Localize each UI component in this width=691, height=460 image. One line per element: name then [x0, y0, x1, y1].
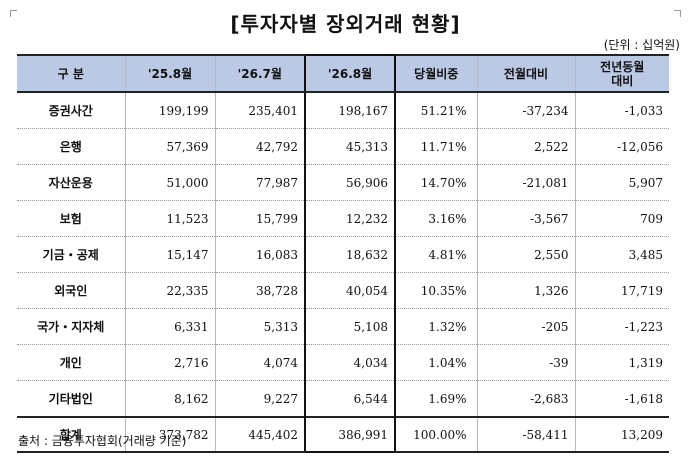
- cell-mom: -3,567: [476, 200, 576, 237]
- cell-share: 14.70%: [394, 164, 478, 201]
- cell-current-month: 198,167: [304, 92, 396, 129]
- cell-prev-month: 15,799: [214, 200, 306, 237]
- table-row: 개인 2,716 4,074 4,034 1.04% -39 1,319: [17, 344, 669, 381]
- cell-prev-month: 77,987: [214, 164, 306, 201]
- cell-yoy: 3,485: [574, 236, 669, 273]
- cell-prev-month: 38,728: [214, 272, 306, 309]
- cell-current-month: 45,313: [304, 128, 396, 165]
- cell-prev-month: 42,792: [214, 128, 306, 165]
- cell-yoy: 5,907: [574, 164, 669, 201]
- table-row: 국가・지자체 6,331 5,313 5,108 1.32% -205 -1,223: [17, 308, 669, 345]
- cell-yoy: -1,223: [574, 308, 669, 345]
- table-row: 기타법인 8,162 9,227 6,544 1.69% -2,683 -1,618: [17, 380, 669, 418]
- frame-corner-top-right: [674, 10, 681, 17]
- cell-mom: -37,234: [476, 92, 576, 129]
- frame-corner-top-left: [10, 10, 17, 17]
- cell-prev-month: 9,227: [214, 380, 306, 418]
- header-prev-month: '26.7월: [214, 54, 306, 93]
- cell-prev-month: 4,074: [214, 344, 306, 381]
- cell-prev-year: 8,162: [124, 380, 216, 418]
- cell-mom: -21,081: [476, 164, 576, 201]
- header-yoy: 전년동월 대비: [574, 54, 669, 93]
- cell-prev-year: 6,331: [124, 308, 216, 345]
- total-row: 합계 373,782 445,402 386,991 100.00% -58,411 13,…: [17, 416, 669, 453]
- cell-mom: -2,683: [476, 380, 576, 418]
- cell-share: 1.04%: [394, 344, 478, 381]
- row-label: 증권사간: [17, 92, 126, 129]
- cell-prev-year: 2,716: [124, 344, 216, 381]
- cell-current-month: 56,906: [304, 164, 396, 201]
- table-row: 외국인 22,335 38,728 40,054 10.35% 1,326 17,719: [17, 272, 669, 309]
- row-label: 은행: [17, 128, 126, 165]
- cell-yoy: -12,056: [574, 128, 669, 165]
- row-label: 자산운용: [17, 164, 126, 201]
- cell-current-month: 40,054: [304, 272, 396, 309]
- cell-share: 11.71%: [394, 128, 478, 165]
- cell-share: 1.69%: [394, 380, 478, 418]
- header-prev-year: '25.8월: [124, 54, 216, 93]
- cell-yoy: 17,719: [574, 272, 669, 309]
- cell-prev-year: 15,147: [124, 236, 216, 273]
- source-note: 출처 : 금융투자협회(거래량 기준): [18, 434, 187, 448]
- cell-prev-month: 445,402: [214, 416, 306, 453]
- cell-mom: 2,522: [476, 128, 576, 165]
- otc-trading-table: 구 분 '25.8월 '26.7월 '26.8월 당월비중 전월대비 전년동월 대…: [17, 54, 669, 453]
- header-category: 구 분: [17, 54, 126, 93]
- row-label: 기금・공제: [17, 236, 126, 273]
- cell-current-month: 386,991: [304, 416, 396, 453]
- cell-prev-year: 51,000: [124, 164, 216, 201]
- cell-yoy: 13,209: [574, 416, 669, 453]
- cell-mom: -39: [476, 344, 576, 381]
- cell-mom: -58,411: [476, 416, 576, 453]
- cell-current-month: 6,544: [304, 380, 396, 418]
- cell-prev-year: 22,335: [124, 272, 216, 309]
- table-row: 자산운용 51,000 77,987 56,906 14.70% -21,081 5,907: [17, 164, 669, 201]
- cell-current-month: 18,632: [304, 236, 396, 273]
- table-row: 은행 57,369 42,792 45,313 11.71% 2,522 -12,056: [17, 128, 669, 165]
- cell-prev-year: 199,199: [124, 92, 216, 129]
- cell-current-month: 4,034: [304, 344, 396, 381]
- table-row: 보험 11,523 15,799 12,232 3.16% -3,567 709: [17, 200, 669, 237]
- unit-note: (단위 : 십억원): [603, 38, 680, 52]
- header-current-month: '26.8월: [304, 54, 396, 93]
- cell-share: 100.00%: [394, 416, 478, 453]
- cell-prev-month: 5,313: [214, 308, 306, 345]
- row-label: 보험: [17, 200, 126, 237]
- cell-share: 1.32%: [394, 308, 478, 345]
- row-label: 국가・지자체: [17, 308, 126, 345]
- cell-yoy: 1,319: [574, 344, 669, 381]
- page-title: [투자자별 장외거래 현황]: [230, 12, 461, 36]
- header-yoy-label: 전년동월 대비: [600, 59, 645, 88]
- cell-yoy: -1,618: [574, 380, 669, 418]
- cell-prev-year: 57,369: [124, 128, 216, 165]
- cell-prev-month: 235,401: [214, 92, 306, 129]
- cell-current-month: 5,108: [304, 308, 396, 345]
- cell-share: 4.81%: [394, 236, 478, 273]
- header-mom: 전월대비: [476, 54, 576, 93]
- cell-share: 10.35%: [394, 272, 478, 309]
- cell-mom: 2,550: [476, 236, 576, 273]
- row-label: 개인: [17, 344, 126, 381]
- cell-yoy: 709: [574, 200, 669, 237]
- cell-share: 51.21%: [394, 92, 478, 129]
- row-label: 기타법인: [17, 380, 126, 418]
- cell-share: 3.16%: [394, 200, 478, 237]
- header-row: 구 분 '25.8월 '26.7월 '26.8월 당월비중 전월대비 전년동월 대…: [17, 54, 669, 93]
- cell-current-month: 12,232: [304, 200, 396, 237]
- table-row: 기금・공제 15,147 16,083 18,632 4.81% 2,550 3,485: [17, 236, 669, 273]
- cell-prev-year: 373,782: [124, 416, 216, 453]
- row-label: 외국인: [17, 272, 126, 309]
- cell-prev-year: 11,523: [124, 200, 216, 237]
- cell-prev-month: 16,083: [214, 236, 306, 273]
- cell-mom: 1,326: [476, 272, 576, 309]
- cell-yoy: -1,033: [574, 92, 669, 129]
- row-label: 합계: [17, 416, 126, 453]
- cell-mom: -205: [476, 308, 576, 345]
- table-row: 증권사간 199,199 235,401 198,167 51.21% -37,234 -1…: [17, 92, 669, 129]
- header-share: 당월비중: [394, 54, 478, 93]
